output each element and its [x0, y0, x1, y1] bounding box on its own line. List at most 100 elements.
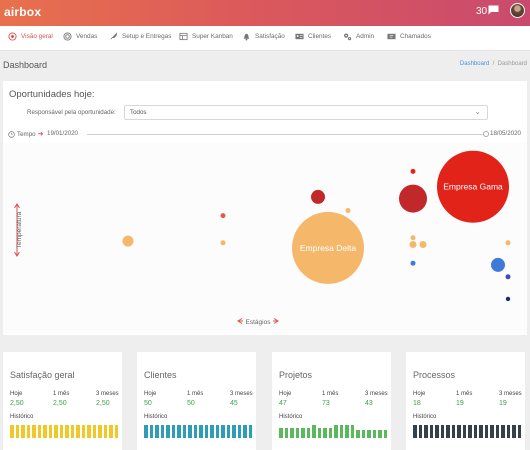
nav-item-satisfacao[interactable]: Satisfação	[242, 32, 285, 41]
history-bar[interactable]	[248, 425, 252, 438]
history-bar[interactable]	[160, 425, 164, 438]
bubble-point[interactable]	[220, 213, 226, 219]
nav-item-clientes[interactable]: Clientes	[295, 32, 331, 41]
nav-item-admin[interactable]: Admin	[343, 32, 374, 41]
bubble-point[interactable]	[122, 235, 134, 247]
time-end-date[interactable]: 18/05/2020	[490, 130, 521, 137]
nav-item-super-kanban[interactable]: Super Kanban	[179, 32, 233, 41]
history-bar[interactable]	[221, 425, 225, 438]
user-avatar[interactable]	[510, 3, 525, 18]
history-bar[interactable]	[301, 427, 305, 438]
history-bar[interactable]	[182, 425, 186, 438]
history-bar[interactable]	[171, 425, 175, 438]
history-bar[interactable]	[290, 427, 294, 438]
bubble-point[interactable]	[419, 241, 427, 248]
responsible-select[interactable]: Todos ⌄	[124, 105, 488, 120]
history-bar[interactable]	[98, 425, 102, 438]
notification-count[interactable]: 30	[476, 6, 488, 17]
bubble-point[interactable]	[505, 240, 511, 246]
history-bar[interactable]	[457, 425, 461, 438]
bubble-point[interactable]	[505, 274, 511, 280]
history-bar[interactable]	[383, 430, 387, 438]
history-bar[interactable]	[361, 430, 365, 438]
history-bar[interactable]	[495, 425, 499, 438]
history-bar[interactable]	[435, 425, 439, 438]
history-bar[interactable]	[54, 425, 58, 438]
history-bar[interactable]	[149, 425, 153, 438]
bubble-point[interactable]	[345, 208, 351, 213]
bubble-point[interactable]	[505, 296, 511, 302]
history-bar[interactable]	[306, 427, 310, 438]
history-bar[interactable]	[462, 425, 466, 438]
history-bar[interactable]	[232, 425, 236, 438]
history-bar[interactable]	[468, 425, 472, 438]
history-bar[interactable]	[317, 427, 321, 438]
bubble-point[interactable]	[311, 189, 325, 204]
bubble-point[interactable]	[409, 241, 417, 248]
history-bar[interactable]	[10, 425, 14, 438]
stat-card[interactable]: Projetos Hoje 47 1 mês 73 3 meses 43 Histórico	[272, 352, 391, 450]
app-logo[interactable]: airbox	[4, 5, 42, 19]
history-bar[interactable]	[323, 427, 327, 438]
history-bar[interactable]	[378, 430, 382, 438]
history-bar[interactable]	[26, 425, 30, 438]
history-bar[interactable]	[451, 425, 455, 438]
history-bar[interactable]	[440, 425, 444, 438]
chat-icon[interactable]	[488, 5, 499, 15]
history-bar[interactable]	[279, 427, 283, 438]
history-bar[interactable]	[15, 425, 19, 438]
history-bar[interactable]	[334, 425, 338, 438]
nav-item-chamados[interactable]: Chamados	[387, 32, 431, 41]
history-bar[interactable]	[237, 425, 241, 438]
history-bar[interactable]	[372, 430, 376, 438]
history-bar[interactable]	[501, 425, 505, 438]
bubble-point[interactable]	[410, 235, 416, 241]
bubble-point[interactable]	[491, 257, 505, 272]
history-bar[interactable]	[21, 425, 25, 438]
history-bar[interactable]	[413, 425, 417, 438]
stat-card[interactable]: Processos Hoje 18 1 mês 19 3 meses 19 Histórico	[406, 352, 525, 450]
bubble-point[interactable]	[399, 184, 427, 213]
history-bar[interactable]	[284, 427, 288, 438]
history-bar[interactable]	[517, 425, 521, 438]
history-bar[interactable]	[345, 425, 349, 438]
history-bar[interactable]	[312, 425, 316, 438]
history-bar[interactable]	[226, 425, 230, 438]
nav-item-vendas[interactable]: Vendas	[63, 32, 97, 41]
history-bar[interactable]	[87, 425, 91, 438]
history-bar[interactable]	[479, 425, 483, 438]
history-bar[interactable]	[155, 425, 159, 438]
history-bar[interactable]	[76, 425, 80, 438]
stat-card[interactable]: Clientes Hoje 50 1 mês 50 3 meses 45 Histórico	[137, 352, 256, 450]
history-bar[interactable]	[243, 425, 247, 438]
history-bar[interactable]	[215, 425, 219, 438]
nav-item-visao-geral[interactable]: Visão geral	[8, 32, 53, 41]
history-bar[interactable]	[490, 425, 494, 438]
history-bar[interactable]	[81, 425, 85, 438]
time-slider-handle[interactable]	[483, 131, 489, 137]
history-bar[interactable]	[210, 425, 214, 438]
nav-item-setup-entregas[interactable]: Setup e Entregas	[109, 32, 171, 41]
history-bar[interactable]	[59, 425, 63, 438]
time-start-date[interactable]: 19/01/2020	[47, 130, 78, 137]
history-bar[interactable]	[43, 425, 47, 438]
history-bar[interactable]	[193, 425, 197, 438]
history-bar[interactable]	[204, 425, 208, 438]
history-bar[interactable]	[177, 425, 181, 438]
history-bar[interactable]	[199, 425, 203, 438]
history-bar[interactable]	[92, 425, 96, 438]
history-bar[interactable]	[424, 425, 428, 438]
history-bar[interactable]	[473, 425, 477, 438]
history-bar[interactable]	[48, 425, 52, 438]
history-bar[interactable]	[37, 425, 41, 438]
history-bar[interactable]	[328, 427, 332, 438]
history-bar[interactable]	[188, 425, 192, 438]
history-bar[interactable]	[65, 425, 69, 438]
history-bar[interactable]	[32, 425, 36, 438]
history-bar[interactable]	[356, 430, 360, 438]
history-bar[interactable]	[109, 425, 113, 438]
history-bar[interactable]	[418, 425, 422, 438]
history-bar[interactable]	[446, 425, 450, 438]
history-bar[interactable]	[429, 425, 433, 438]
bubble-point[interactable]	[437, 150, 509, 223]
